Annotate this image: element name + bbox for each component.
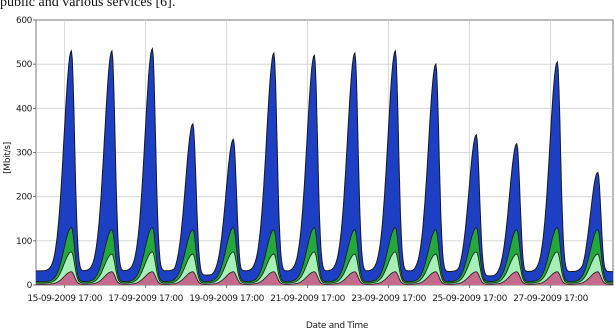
x-tick-label: 27-09-2009 17:00 xyxy=(513,294,588,304)
band-line-2 xyxy=(36,251,613,284)
x-tick-label: 21-09-2009 17:00 xyxy=(270,294,345,304)
caption-text: public and various services [6]. xyxy=(0,0,176,9)
y-tick-label: 100 xyxy=(16,237,33,247)
x-tick-label: 17-09-2009 17:00 xyxy=(108,294,183,304)
x-tick-label: 25-09-2009 17:00 xyxy=(432,294,507,304)
x-axis: 15-09-2009 17:00 17-09-2009 17:00 19-09-20… xyxy=(27,285,589,304)
y-tick-label: 0 xyxy=(27,281,33,291)
y-tick-label: 200 xyxy=(16,193,33,203)
area-series-4 xyxy=(36,48,613,282)
band-line-1 xyxy=(36,271,613,285)
y-tick-label: 300 xyxy=(16,149,33,159)
area-series-2 xyxy=(36,251,613,285)
y-axis: 0 100 200 300 400 500 600 xyxy=(16,16,36,291)
band-line-3 xyxy=(36,227,613,282)
x-axis-title: Date and Time xyxy=(306,321,369,331)
x-tick-label: 15-09-2009 17:00 xyxy=(27,294,102,304)
x-tick-label: 23-09-2009 17:00 xyxy=(351,294,426,304)
area-series-3 xyxy=(36,227,613,283)
y-tick-label: 400 xyxy=(16,104,33,114)
y-tick-label: 600 xyxy=(16,16,33,26)
band-line-4 xyxy=(36,47,613,277)
y-axis-title: [Mbit/s] xyxy=(3,142,13,174)
x-tick-label: 19-09-2009 17:00 xyxy=(189,294,264,304)
band-lines xyxy=(36,47,613,285)
y-tick-label: 500 xyxy=(16,60,33,70)
